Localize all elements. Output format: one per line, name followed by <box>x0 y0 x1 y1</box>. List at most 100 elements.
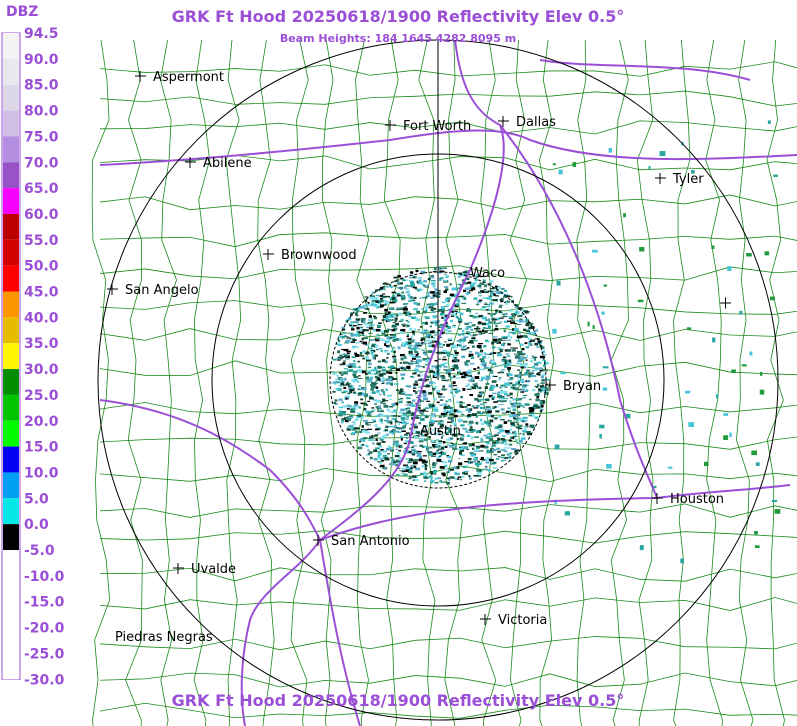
echo-pixel <box>377 432 381 434</box>
county-line <box>257 39 275 726</box>
echo-pixel <box>353 381 356 383</box>
echo-pixel <box>371 344 376 348</box>
echo-pixel <box>386 328 391 331</box>
echo-pixel <box>427 336 431 339</box>
echo-pixel <box>468 429 474 431</box>
echo-pixel <box>354 430 358 434</box>
echo-pixel <box>446 481 450 485</box>
echo-pixel <box>524 426 528 429</box>
echo-pixel <box>456 340 461 343</box>
echo-pixel <box>480 456 484 460</box>
echo-pixel <box>433 291 439 294</box>
echo-pixel <box>375 428 380 431</box>
echo-pixel <box>451 326 456 328</box>
echo-pixel <box>467 308 470 310</box>
echo-pixel <box>492 461 497 464</box>
echo-pixel <box>508 361 512 364</box>
echo-pixel <box>773 174 778 177</box>
echo-pixel <box>393 314 397 316</box>
echo-pixel <box>362 419 368 422</box>
echo-pixel <box>533 405 538 407</box>
echo-pixel <box>460 373 464 376</box>
echo-pixel <box>518 357 524 361</box>
echo-pixel <box>421 308 424 310</box>
echo-pixel <box>344 368 348 370</box>
echo-pixel <box>414 351 419 354</box>
echo-pixel <box>371 343 377 345</box>
echo-pixel <box>416 310 420 314</box>
echo-pixel <box>462 434 465 438</box>
echo-pixel <box>436 438 440 441</box>
echo-pixel <box>512 387 516 390</box>
echo-pixel <box>477 327 481 330</box>
echo-pixel <box>441 446 445 450</box>
echo-pixel <box>489 288 495 290</box>
highway <box>539 59 751 81</box>
echo-pixel <box>457 276 462 278</box>
echo-pixel <box>491 317 496 320</box>
echo-pixel <box>429 381 433 384</box>
echo-pixel <box>363 387 367 390</box>
echo-pixel <box>382 293 386 295</box>
echo-pixel <box>451 434 455 437</box>
echo-pixel <box>456 478 460 480</box>
echo-pixel <box>405 440 410 443</box>
echo-pixel <box>351 380 355 382</box>
echo-pixel <box>477 366 480 369</box>
city-label: Waco <box>470 266 505 281</box>
echo-pixel <box>490 302 495 305</box>
echo-pixel <box>488 469 491 472</box>
echo-pixel <box>519 371 522 375</box>
echo-pixel <box>477 323 482 325</box>
echo-pixel <box>361 429 366 433</box>
echo-pixel <box>408 315 412 317</box>
echo-pixel <box>469 363 475 365</box>
echo-pixel <box>391 297 396 300</box>
echo-pixel <box>440 451 444 453</box>
echo-pixel <box>339 409 342 412</box>
echo-pixel <box>434 375 439 377</box>
legend-label: 90.0 <box>24 52 59 68</box>
echo-pixel <box>489 419 494 423</box>
echo-pixel <box>460 419 464 422</box>
echo-pixel <box>429 470 434 474</box>
echo-pixel <box>351 388 355 390</box>
legend-label: 85.0 <box>24 78 59 94</box>
echo-pixel <box>358 385 362 387</box>
echo-pixel <box>480 353 483 356</box>
echo-pixel <box>477 353 481 356</box>
echo-pixel <box>375 339 380 342</box>
echo-pixel <box>492 313 496 316</box>
echo-pixel <box>495 295 499 297</box>
echo-pixel <box>499 349 503 353</box>
echo-pixel <box>375 406 380 409</box>
echo-pixel <box>504 430 510 433</box>
echo-pixel <box>520 351 524 353</box>
echo-pixel <box>424 354 428 356</box>
legend-swatch <box>3 213 19 240</box>
echo-pixel <box>441 388 446 391</box>
echo-pixel <box>492 406 496 409</box>
echo-pixel <box>392 355 397 358</box>
echo-pixel <box>367 370 372 372</box>
echo-pixel <box>755 462 760 466</box>
echo-pixel <box>490 360 495 364</box>
echo-pixel <box>432 429 435 432</box>
echo-pixel <box>382 403 387 405</box>
echo-pixel <box>516 449 520 452</box>
echo-pixel <box>371 300 377 302</box>
echo-pixel <box>423 410 429 412</box>
echo-pixel <box>496 400 501 402</box>
echo-pixel <box>486 376 491 380</box>
legend-label: -20.0 <box>24 621 65 637</box>
echo-pixel <box>542 350 546 354</box>
echo-pixel <box>523 310 529 313</box>
echo-pixel <box>390 457 394 459</box>
legend-swatch <box>3 33 19 59</box>
echo-pixel <box>487 308 491 311</box>
echo-pixel <box>450 442 453 444</box>
echo-pixel <box>406 365 411 369</box>
echo-pixel <box>375 386 379 389</box>
echo-pixel <box>398 338 402 341</box>
echo-pixel <box>389 285 393 289</box>
